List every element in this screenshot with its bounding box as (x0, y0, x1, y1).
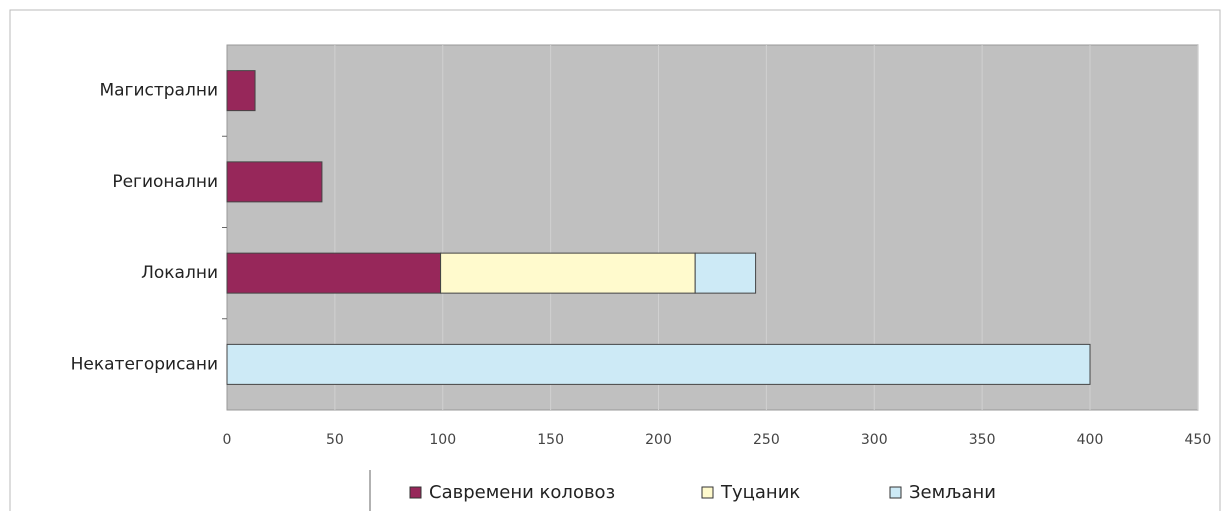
y-tick-label: Некатегорисани (71, 354, 218, 374)
legend-label: Земљани (909, 482, 996, 503)
y-tick-label: Регионални (112, 172, 218, 192)
legend-marker (409, 486, 422, 499)
x-tick-label: 200 (645, 432, 672, 448)
chart-frame (9, 9, 1221, 511)
x-tick-label: 450 (1185, 432, 1212, 448)
bar-segment (694, 252, 757, 294)
y-tick-label: Магистрални (99, 81, 218, 101)
legend-marker (889, 486, 902, 499)
x-tick-label: 150 (537, 432, 564, 448)
x-tick-label: 250 (753, 432, 780, 448)
x-tick-label: 100 (429, 432, 456, 448)
bar-segment (226, 70, 256, 112)
x-tick-label: 400 (1077, 432, 1104, 448)
x-tick-label: 350 (969, 432, 996, 448)
bar-segment (226, 252, 442, 294)
x-tick-label: 50 (326, 432, 344, 448)
legend-marker (701, 486, 714, 499)
x-tick-label: 300 (861, 432, 888, 448)
bar-segment (440, 252, 696, 294)
legend-label: Савремени коловоз (429, 482, 615, 503)
bar-segment (226, 343, 1091, 385)
bar-segment (226, 161, 323, 203)
y-tick-label: Локални (141, 263, 218, 283)
legend-label: Туцаник (720, 482, 800, 503)
x-tick-label: 0 (223, 432, 232, 448)
